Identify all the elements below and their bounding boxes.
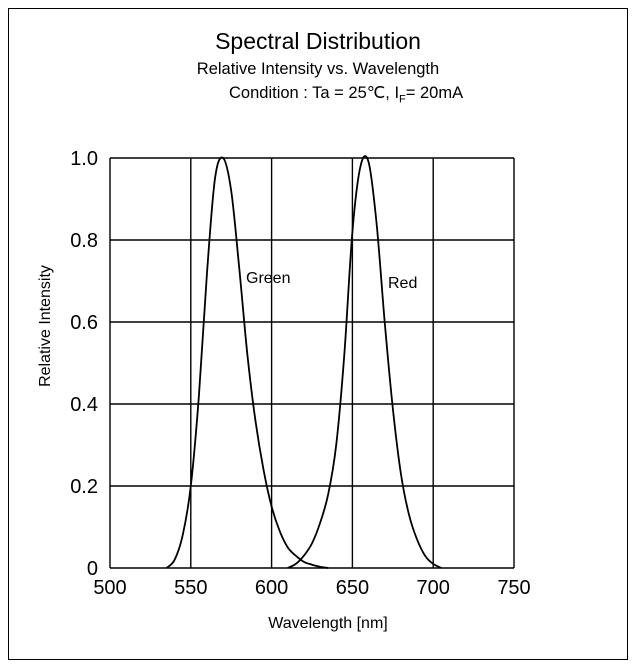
grid xyxy=(109,157,515,569)
chart-subtitle: Relative Intensity vs. Wavelength xyxy=(196,60,440,78)
series-line-green xyxy=(165,156,329,569)
chart-condition: Condition : Ta = 25℃, IF= 20mA xyxy=(229,83,463,105)
x-tick-label: 700 xyxy=(417,577,450,599)
y-tick-label: 1.0 xyxy=(70,148,98,170)
y-tick-label: 0.4 xyxy=(70,394,98,416)
y-tick-label: 0.8 xyxy=(70,230,98,252)
x-tick-label: 750 xyxy=(497,577,530,599)
y-tick-label: 0.2 xyxy=(70,476,98,498)
condition-prefix: Condition : Ta = 25℃, I xyxy=(229,84,400,102)
y-tick-label: 0 xyxy=(87,558,98,580)
condition-suffix: = 20mA xyxy=(405,84,464,102)
x-tick-label: 500 xyxy=(93,577,126,599)
chart-title: Spectral Distribution xyxy=(215,28,421,54)
condition-subscript: F xyxy=(399,93,406,106)
y-tick-label: 0.6 xyxy=(70,312,98,334)
series-label-red: Red xyxy=(388,275,417,292)
x-tick-label: 550 xyxy=(174,577,207,599)
series-lines xyxy=(165,155,442,569)
x-axis-label: Wavelength [nm] xyxy=(268,615,387,632)
x-tick-label: 600 xyxy=(255,577,288,599)
series-line-red xyxy=(287,155,442,569)
y-axis-label: Relative Intensity xyxy=(37,265,54,387)
tick-labels: 500 550 600 650 700 750 0 0.2 0.4 0.6 0.8 1.0 xyxy=(70,148,531,599)
series-labels: Green Red xyxy=(246,270,417,292)
x-tick-label: 650 xyxy=(336,577,369,599)
chart-frame xyxy=(8,8,628,660)
series-label-green: Green xyxy=(246,270,290,287)
